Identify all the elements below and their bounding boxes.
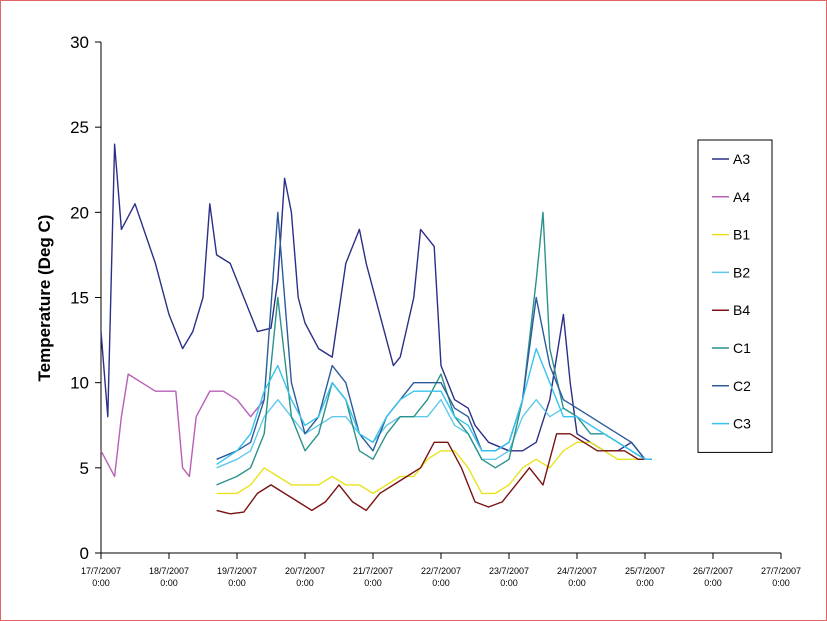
legend-item-label: B1 — [733, 227, 750, 243]
legend-item-label: A4 — [733, 189, 750, 205]
legend-item-label: B2 — [733, 264, 750, 280]
series-line-c3 — [216, 347, 652, 465]
legend-box — [697, 139, 773, 453]
x-tick-label-time: 0:00 — [568, 578, 586, 588]
x-tick-label-date: 20/7/2007 — [285, 566, 325, 576]
x-tick-label-time: 0:00 — [500, 578, 518, 588]
y-tick-label: 0 — [80, 544, 89, 563]
y-tick-label: 20 — [70, 203, 89, 222]
series-line-b1 — [216, 441, 652, 495]
y-tick-label: 5 — [80, 459, 89, 478]
series-line-a4 — [100, 373, 265, 478]
x-tick-label-date: 23/7/2007 — [489, 566, 529, 576]
legend-item-label: C3 — [733, 416, 751, 432]
y-axis-title: Temperature (Deg C) — [35, 215, 54, 382]
series-line-b4 — [216, 433, 652, 515]
legend-item-label: B4 — [733, 302, 750, 318]
x-tick-label-time: 0:00 — [228, 578, 246, 588]
legend-item-label: C1 — [733, 340, 751, 356]
series-line-b2 — [216, 399, 652, 469]
x-tick-label-date: 25/7/2007 — [625, 566, 665, 576]
legend-item-label: C2 — [733, 378, 751, 394]
x-tick-label-date: 19/7/2007 — [217, 566, 257, 576]
x-tick-label-date: 21/7/2007 — [353, 566, 393, 576]
x-tick-label-time: 0:00 — [636, 578, 654, 588]
x-tick-label-date: 26/7/2007 — [693, 566, 733, 576]
x-tick-label-time: 0:00 — [364, 578, 382, 588]
y-tick-label: 25 — [70, 118, 89, 137]
y-tick-label: 10 — [70, 374, 89, 393]
y-tick-label: 15 — [70, 289, 89, 308]
legend: A3 A4 B1 B2 B4 C1 C2 C3 — [697, 139, 773, 453]
legend-item-label: A3 — [733, 151, 750, 167]
x-tick-label-time: 0:00 — [92, 578, 110, 588]
series-line-c2 — [216, 211, 652, 460]
x-tick-label-time: 0:00 — [772, 578, 790, 588]
x-axis: 17/7/2007 0:00 18/7/2007 0:00 19/7/2007 0:00 2… — [81, 552, 801, 588]
series-line-a3 — [100, 143, 652, 460]
x-tick-label-date: 18/7/2007 — [149, 566, 189, 576]
x-tick-label-date: 27/7/2007 — [761, 566, 801, 576]
x-tick-label-date: 17/7/2007 — [81, 566, 121, 576]
x-tick-label-time: 0:00 — [296, 578, 314, 588]
x-tick-label-time: 0:00 — [704, 578, 722, 588]
plot-area — [100, 143, 652, 515]
y-tick-label: 30 — [70, 33, 89, 52]
x-tick-label-date: 24/7/2007 — [557, 566, 597, 576]
x-tick-label-time: 0:00 — [160, 578, 178, 588]
x-tick-label-date: 22/7/2007 — [421, 566, 461, 576]
y-axis: 0 5 10 15 20 25 30 — [70, 33, 102, 563]
x-tick-label-time: 0:00 — [432, 578, 450, 588]
